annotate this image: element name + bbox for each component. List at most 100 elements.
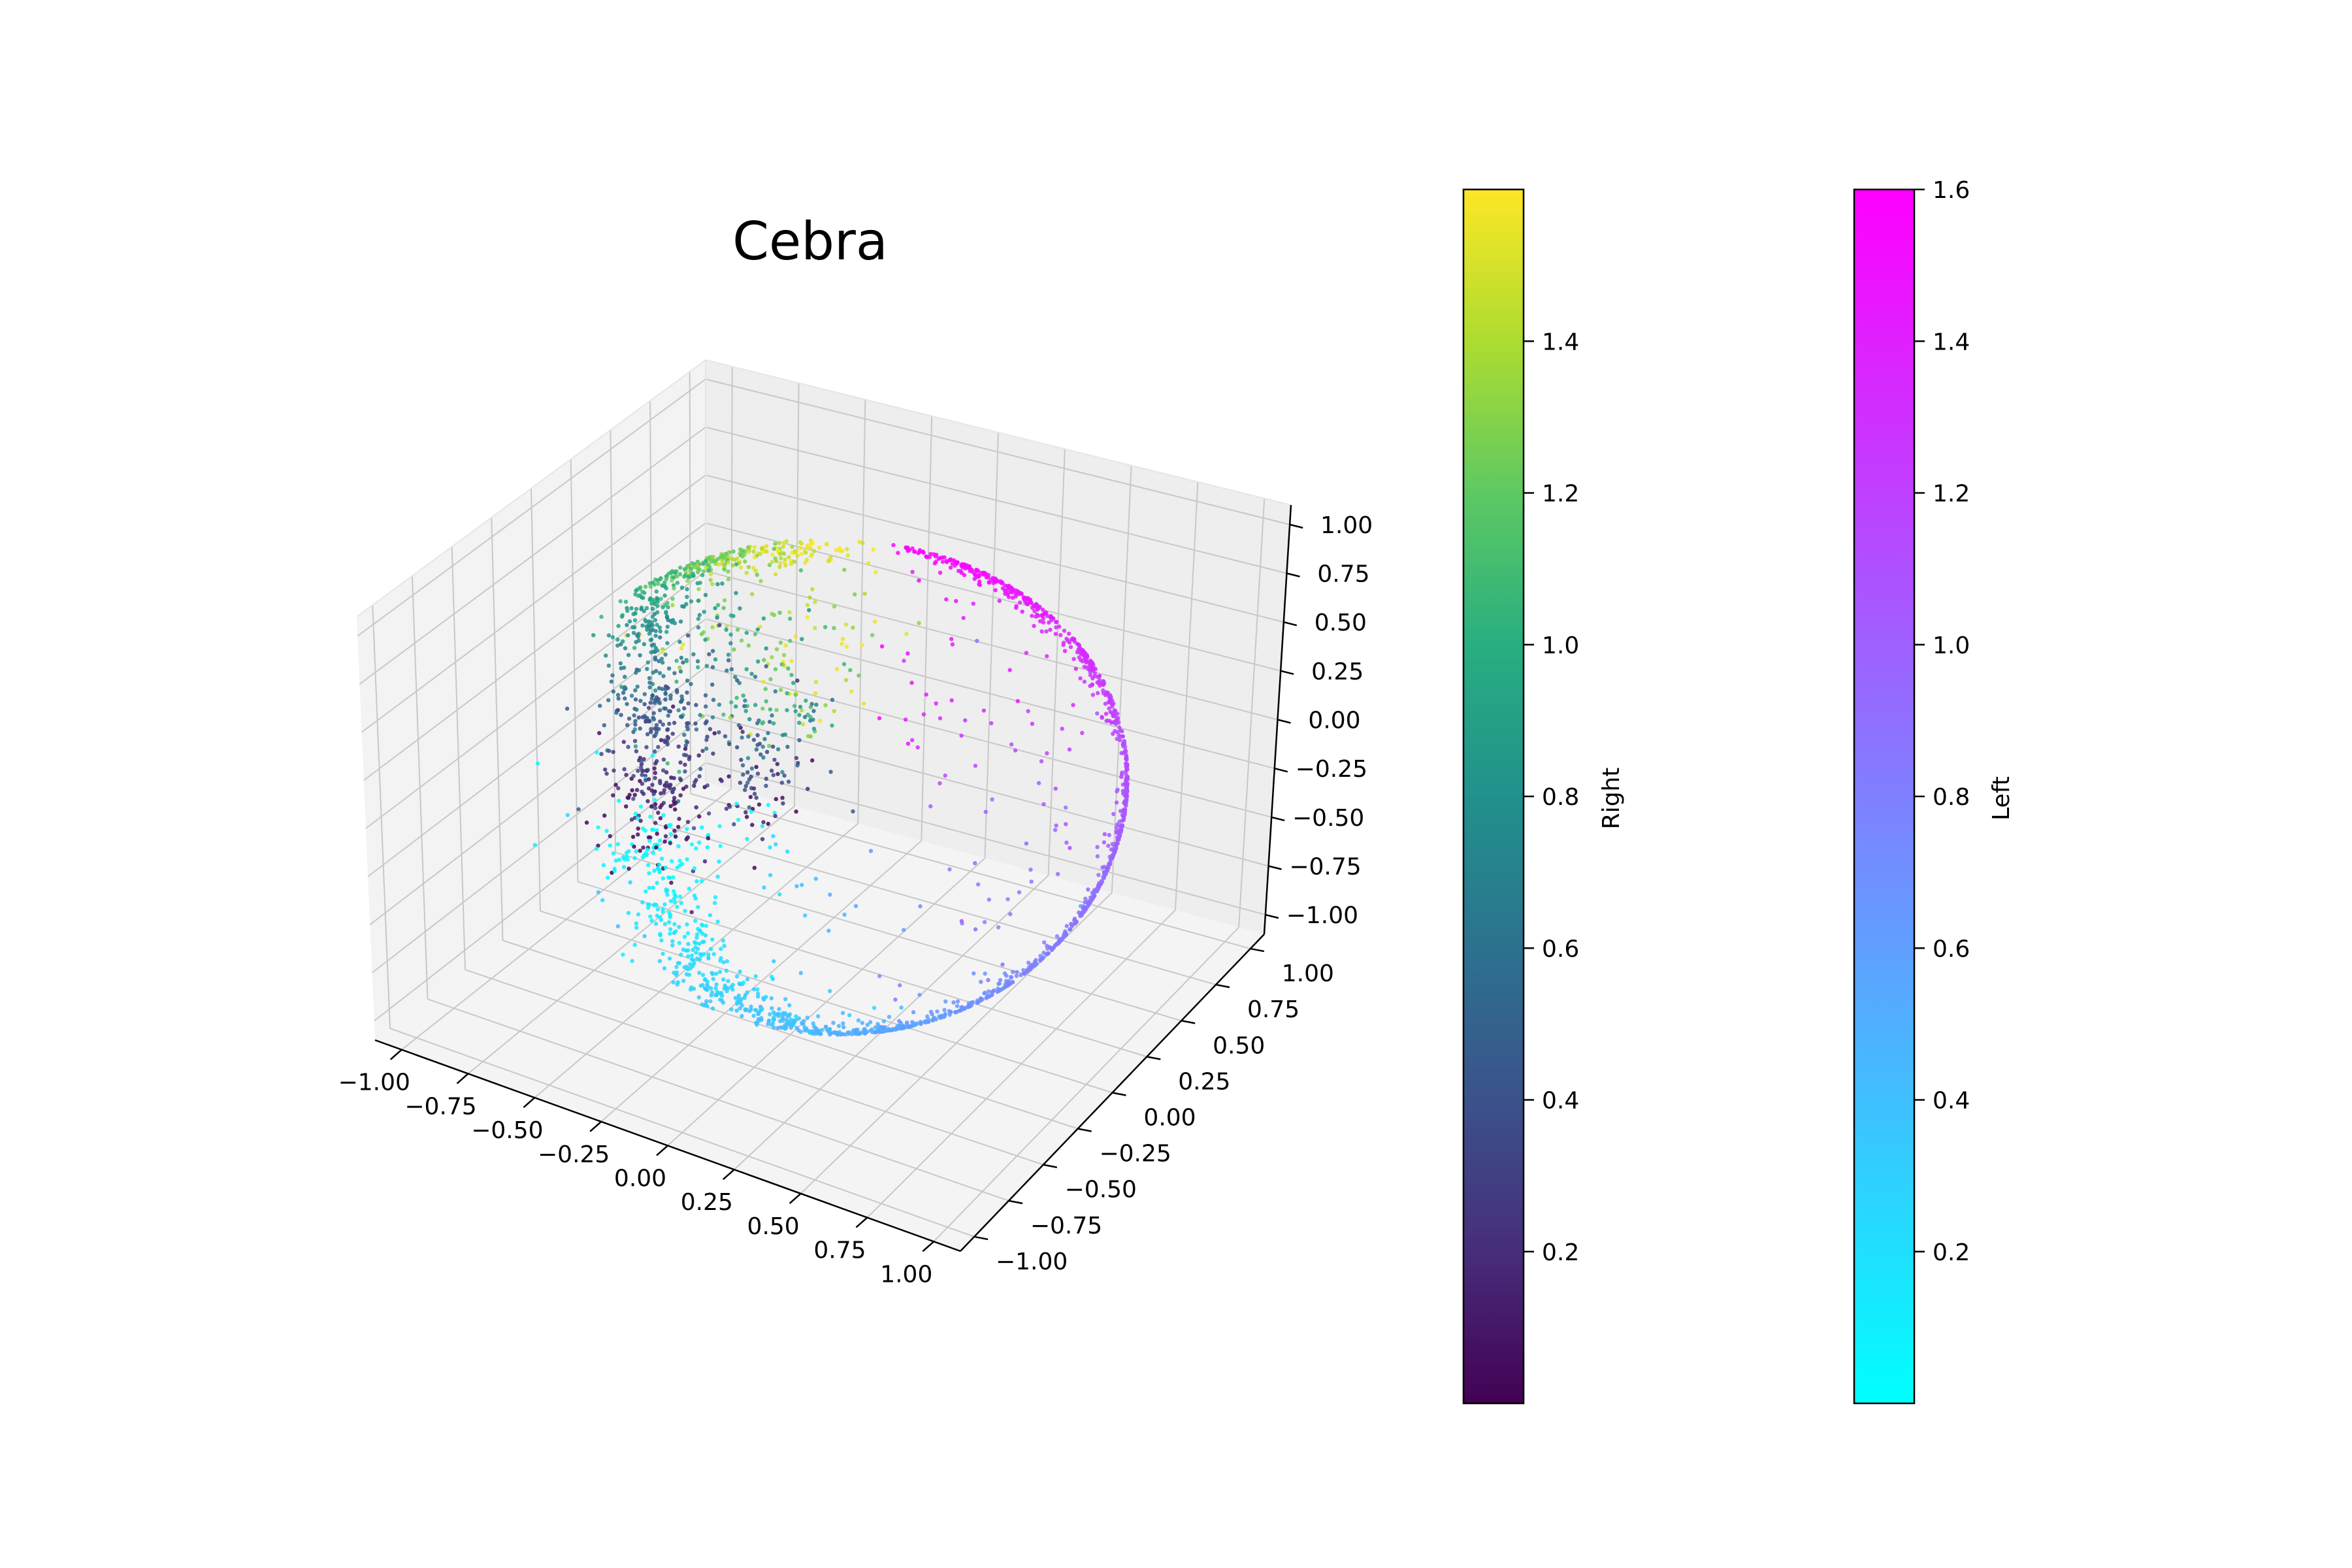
data-point-left-1304 <box>1009 975 1014 980</box>
data-point-right-216 <box>809 541 813 546</box>
data-point-right-1576 <box>750 823 755 827</box>
data-point-right-817 <box>753 568 758 573</box>
data-point-right-505 <box>770 552 775 557</box>
data-point-left-2355 <box>679 953 683 957</box>
data-point-right-1270 <box>619 642 623 647</box>
data-point-left-1396 <box>853 904 858 909</box>
data-point-left-2364 <box>745 990 750 995</box>
y-tick-7 <box>1215 983 1230 988</box>
data-point-right-1808 <box>651 717 657 722</box>
data-point-left-2244 <box>634 849 638 854</box>
data-point-right-1562 <box>695 659 700 664</box>
data-point-right-955 <box>619 614 625 619</box>
data-point-left-958 <box>1122 800 1126 806</box>
data-point-right-791 <box>671 583 676 588</box>
left-grid-z-6 <box>361 474 706 733</box>
data-point-left-1160 <box>1107 861 1111 866</box>
data-point-left-1560 <box>826 928 831 933</box>
data-point-right-1209 <box>631 630 636 635</box>
data-point-left-42 <box>917 578 921 583</box>
data-point-right-2292 <box>663 834 668 839</box>
data-point-left-794 <box>949 698 954 703</box>
data-point-right-1769 <box>678 700 683 704</box>
colorbar-left-tick-label-1: 0.4 <box>1933 1088 1970 1115</box>
data-point-right-1281 <box>653 629 658 634</box>
data-point-right-2160 <box>678 793 683 798</box>
data-point-left-2426 <box>698 957 702 962</box>
data-point-left-2467 <box>697 941 702 946</box>
data-point-left-1359 <box>1082 906 1087 910</box>
data-point-right-1477 <box>653 657 658 662</box>
data-point-right-666 <box>682 574 687 579</box>
data-point-left-769 <box>1073 666 1079 671</box>
data-point-right-1038 <box>725 668 729 673</box>
data-point-right-504 <box>734 591 738 595</box>
x-tick-4 <box>656 1145 668 1156</box>
data-point-left-804 <box>1082 679 1087 684</box>
data-point-right-996 <box>767 743 772 748</box>
left-grid-z-2 <box>369 666 706 926</box>
data-point-left-2215 <box>626 911 631 915</box>
data-point-right-1595 <box>764 776 769 781</box>
data-point-left-1704 <box>990 989 995 994</box>
data-point-right-1800 <box>694 702 698 708</box>
data-point-right-1883 <box>703 721 708 726</box>
data-point-right-261 <box>843 622 849 627</box>
data-point-left-2368 <box>655 881 659 885</box>
x-tick-5 <box>722 1169 735 1181</box>
data-point-right-1121 <box>802 715 808 719</box>
data-point-right-1415 <box>638 653 642 658</box>
data-point-right-1316 <box>653 633 658 638</box>
data-point-left-1894 <box>951 1000 956 1005</box>
data-point-left-218 <box>991 581 996 585</box>
data-point-left-2059 <box>604 828 609 834</box>
data-point-right-1946 <box>704 738 709 742</box>
data-point-right-440 <box>673 570 678 576</box>
data-point-left-2228 <box>787 1012 792 1017</box>
data-point-left-2049 <box>836 1024 841 1028</box>
data-point-left-2495 <box>722 943 727 949</box>
data-point-left-101 <box>938 556 942 561</box>
axes-3d: −1.00−0.75−0.50−0.250.000.250.500.751.00… <box>338 359 1373 1288</box>
data-point-right-1506 <box>691 652 696 657</box>
y-tick-label-1: −0.75 <box>1030 1213 1102 1239</box>
data-point-right-1833 <box>654 723 659 728</box>
data-point-left-2267 <box>668 823 673 827</box>
data-point-right-585 <box>715 582 720 587</box>
data-point-left-1135 <box>1109 857 1113 862</box>
data-point-right-987 <box>644 606 649 610</box>
data-point-right-1981 <box>641 768 645 774</box>
data-point-right-1749 <box>657 701 662 706</box>
data-point-left-2312 <box>657 847 662 852</box>
floor-grid-y-3 <box>502 939 1078 1130</box>
data-point-right-1605 <box>615 693 621 697</box>
data-point-left-150 <box>984 575 989 580</box>
data-point-right-345 <box>798 546 803 551</box>
data-point-left-763 <box>1117 733 1121 738</box>
data-point-right-434 <box>637 587 642 591</box>
data-point-right-1068 <box>689 599 694 604</box>
data-point-left-1404 <box>774 842 778 847</box>
data-point-right-764 <box>675 580 680 585</box>
data-point-right-2256 <box>641 845 645 850</box>
data-point-right-1057 <box>745 756 751 760</box>
data-point-left-984 <box>898 983 902 988</box>
data-point-right-1738 <box>776 772 780 776</box>
data-point-right-2067 <box>698 766 703 772</box>
data-point-right-1368 <box>806 787 810 791</box>
data-point-right-1403 <box>735 745 740 750</box>
y-tick-0 <box>973 1235 988 1241</box>
data-point-left-1586 <box>975 1000 980 1005</box>
data-point-left-2409 <box>668 875 672 880</box>
data-point-right-287 <box>664 630 669 634</box>
data-point-right-648 <box>695 570 700 574</box>
data-point-left-2476 <box>694 932 700 937</box>
data-point-left-357 <box>1041 616 1046 621</box>
data-point-right-1067 <box>811 727 817 731</box>
data-point-right-1355 <box>794 809 798 814</box>
data-point-left-2474 <box>711 952 717 956</box>
data-point-left-388 <box>1079 651 1083 656</box>
data-point-left-2448 <box>672 900 678 905</box>
data-point-left-1922 <box>870 1027 874 1032</box>
data-point-right-1888 <box>603 767 608 772</box>
